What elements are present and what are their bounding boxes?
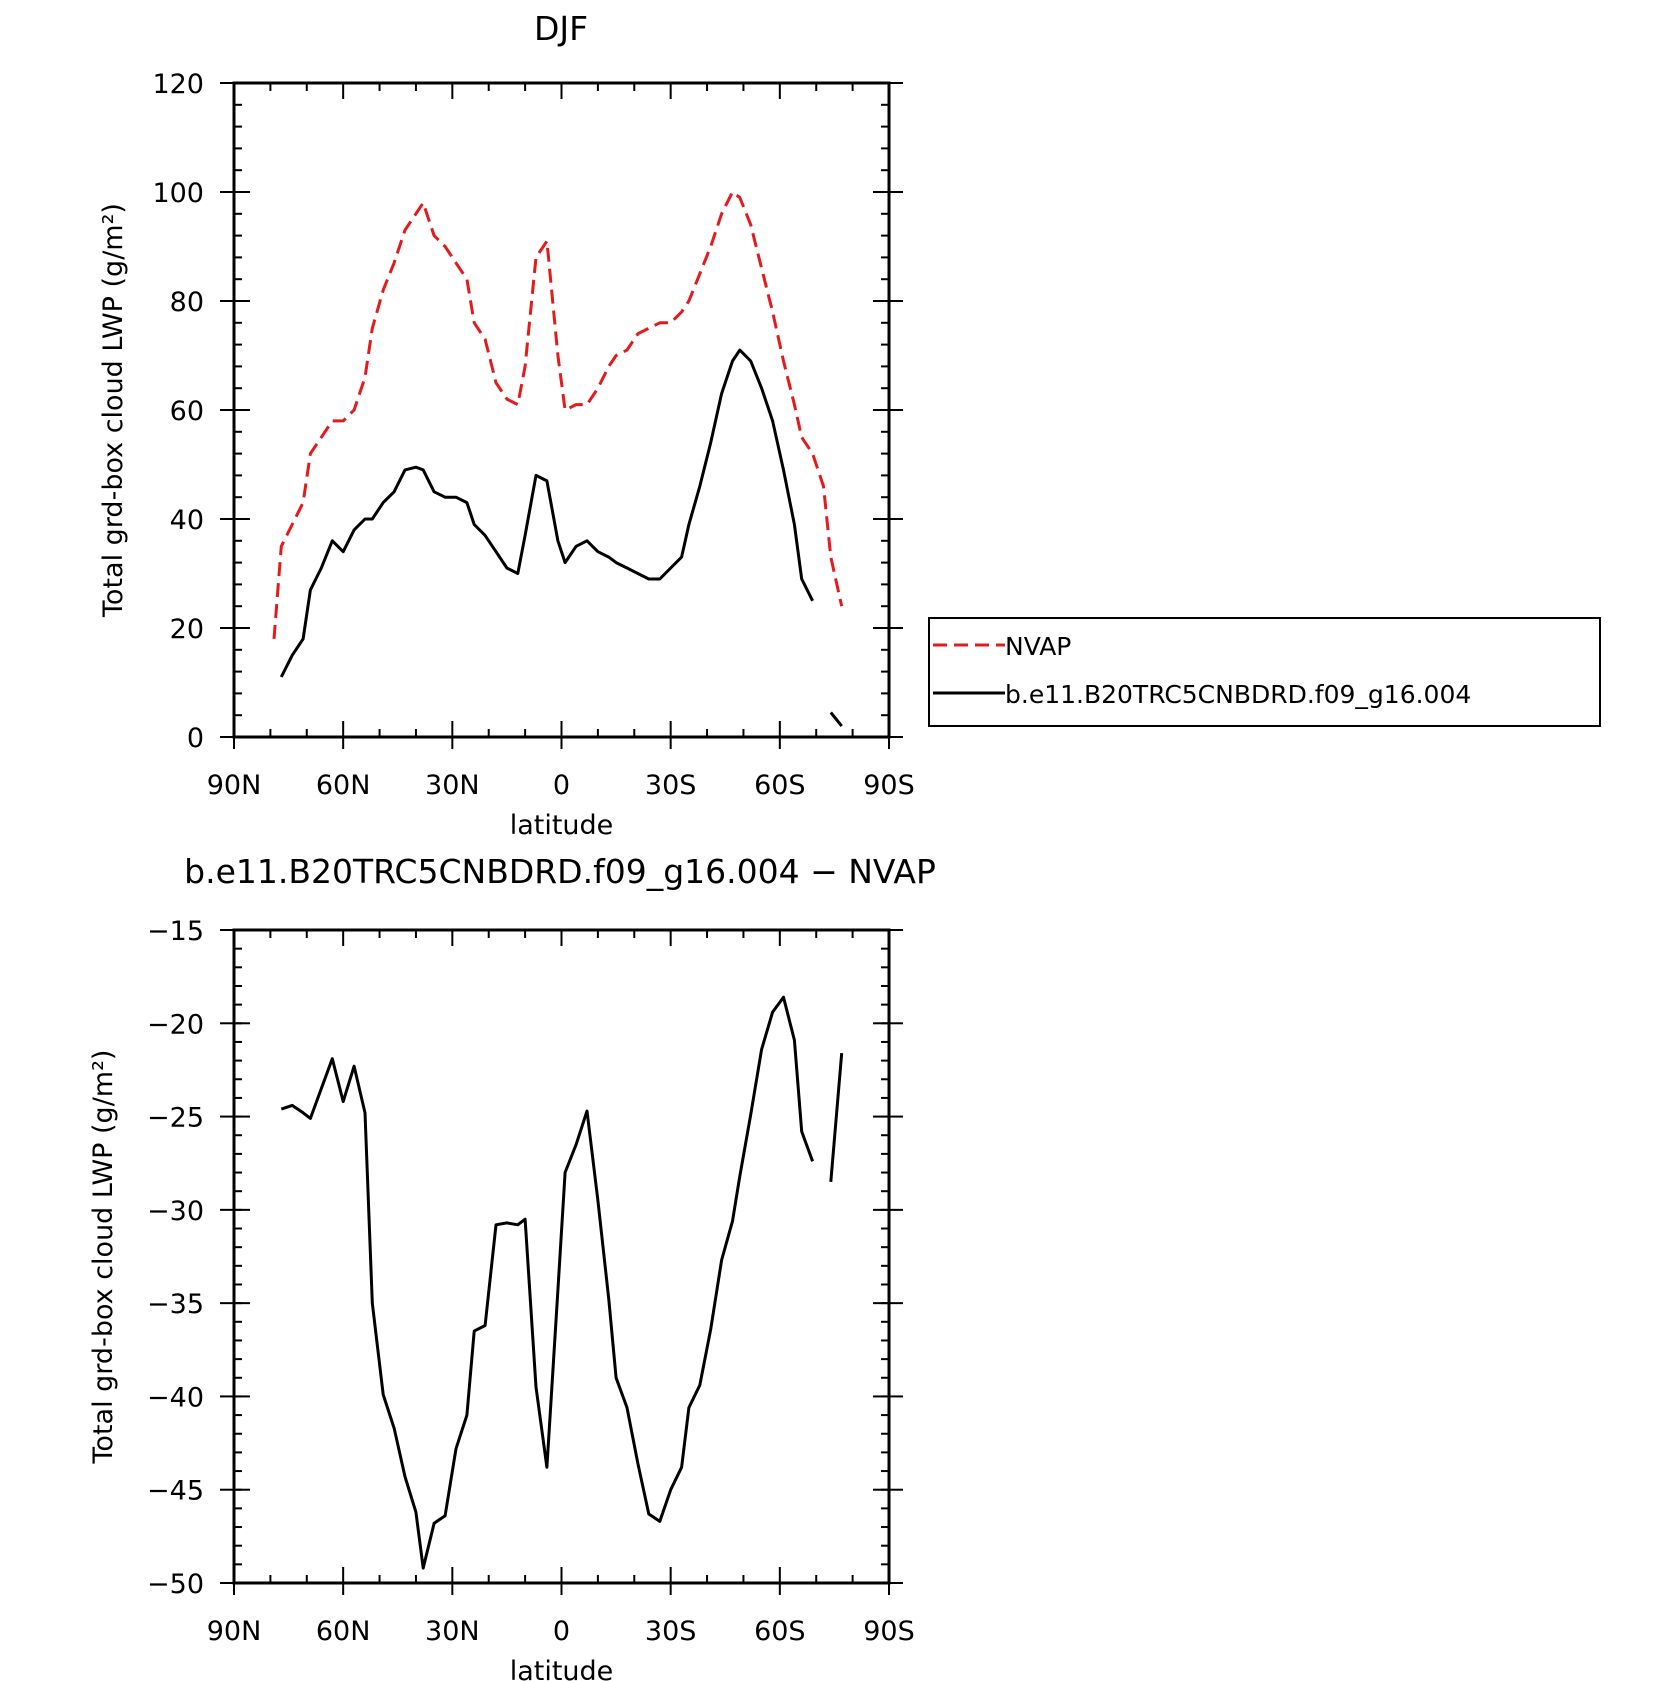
y-tick-label: 40 (170, 505, 204, 536)
x-tick-label: 90N (207, 1616, 262, 1647)
x-tick-label: 0 (553, 770, 570, 801)
y-tick-label: 80 (170, 287, 204, 318)
y-tick-label: −20 (147, 1009, 204, 1040)
x-tick-label: 90S (863, 770, 915, 801)
y-tick-label: 60 (170, 396, 204, 427)
legend-label: b.e11.B20TRC5CNBDRD.f09_g16.004 (1005, 680, 1471, 709)
y-tick-label: 20 (170, 614, 204, 645)
y-tick-label: −30 (147, 1196, 204, 1227)
y-tick-label: 100 (152, 178, 204, 209)
legend-box (928, 617, 1601, 727)
x-tick-label: 30S (645, 770, 697, 801)
x-tick-label: 30N (425, 770, 480, 801)
x-tick-label: 60S (754, 1616, 806, 1647)
x-tick-label: 90S (863, 1616, 915, 1647)
x-tick-label: 60N (316, 770, 371, 801)
x-tick-label: 60S (754, 770, 806, 801)
x-tick-label: 60N (316, 1616, 371, 1647)
chart-title: DJF (534, 9, 588, 48)
y-tick-label: 120 (152, 69, 204, 100)
x-tick-label: 30N (425, 1616, 480, 1647)
x-tick-label: 0 (553, 1616, 570, 1647)
y-axis-label: Total grd-box cloud LWP (g/m²) (88, 1050, 119, 1465)
legend: NVAP b.e11.B20TRC5CNBDRD.f09_g16.004 (928, 617, 1601, 727)
x-tick-label: 30S (645, 1616, 697, 1647)
series-line-model (280, 995, 844, 1570)
x-tick-label: 90N (207, 770, 262, 801)
y-tick-label: −35 (147, 1289, 204, 1320)
y-tick-label: −15 (147, 916, 204, 947)
legend-label: NVAP (1005, 632, 1071, 661)
series-line-nvap (272, 190, 844, 640)
top-panel-lwp-by-latitude: 90N 60N 30N 0 30S 60S 90S 0 20 40 60 80 100 120 DJF lat… (98, 9, 1601, 841)
chart-title: b.e11.B20TRC5CNBDRD.f09_g16.004 − NVAP (184, 852, 936, 891)
x-axis-label: latitude (510, 1656, 614, 1681)
y-tick-label: 0 (187, 723, 204, 754)
y-axis-label: Total grd-box cloud LWP (g/m²) (98, 203, 129, 618)
y-tick-label: −40 (147, 1382, 204, 1413)
y-tick-label: −50 (147, 1569, 204, 1600)
bottom-panel-difference: 90N 60N 30N 0 30S 60S 90S −50 −45 −40 −35 −30 −25 −20… (88, 852, 936, 1681)
x-axis-label: latitude (510, 810, 614, 841)
y-tick-label: −45 (147, 1476, 204, 1507)
series-line-model (279, 348, 843, 728)
y-tick-label: −25 (147, 1103, 204, 1134)
